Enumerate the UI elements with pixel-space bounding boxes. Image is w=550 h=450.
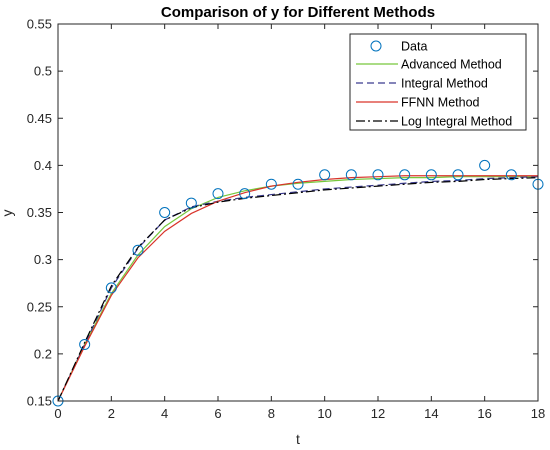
legend-label-integral-method: Integral Method <box>401 77 488 91</box>
y-tick-label: 0.4 <box>34 158 52 173</box>
x-tick-label: 4 <box>161 406 168 421</box>
data-point <box>292 178 304 190</box>
x-tick-label: 14 <box>424 406 438 421</box>
y-tick-label: 0.2 <box>34 346 52 361</box>
y-tick-label: 0.5 <box>34 64 52 79</box>
data-point <box>345 169 357 181</box>
legend: Data Advanced Method Integral Method FFNN M… <box>349 33 527 131</box>
data-point <box>105 282 117 294</box>
data-point <box>212 188 224 200</box>
data-point <box>452 169 464 181</box>
x-tick-label: 8 <box>268 406 275 421</box>
y-tick-label: 0.25 <box>27 299 52 314</box>
x-tick-label: 18 <box>531 406 545 421</box>
legend-label-advanced-method: Advanced Method <box>401 58 502 72</box>
series-line-log-integral-method <box>58 177 538 401</box>
y-tick-label: 0.55 <box>27 17 52 32</box>
data-point <box>372 169 384 181</box>
data-point <box>239 188 251 200</box>
legend-label-ffnn-method: FFNN Method <box>401 96 480 110</box>
data-point <box>319 169 331 181</box>
x-axis-label: t <box>296 431 300 447</box>
x-axis: 0 2 4 6 8 10 12 14 16 18 <box>54 24 545 421</box>
data-point <box>265 178 277 190</box>
data-point <box>425 169 437 181</box>
x-tick-label: 2 <box>108 406 115 421</box>
data-point <box>79 338 91 350</box>
x-tick-label: 12 <box>371 406 385 421</box>
y-tick-label: 0.45 <box>27 111 52 126</box>
x-tick-label: 6 <box>214 406 221 421</box>
data-point <box>132 244 144 256</box>
y-tick-label: 0.35 <box>27 205 52 220</box>
series-line-integral-method <box>58 176 538 401</box>
legend-label-log-integral-method: Log Integral Method <box>401 115 512 129</box>
x-tick-label: 10 <box>317 406 331 421</box>
data-point <box>399 169 411 181</box>
data-point <box>185 197 197 209</box>
data-point <box>505 169 517 181</box>
x-tick-label: 0 <box>54 406 61 421</box>
x-tick-label: 16 <box>477 406 491 421</box>
y-tick-label: 0.15 <box>27 394 52 409</box>
y-axis-label: y <box>0 210 15 217</box>
y-axis: 0.15 0.2 0.25 0.3 0.35 0.4 0.45 0.5 0.55 <box>27 17 538 409</box>
data-point <box>479 159 491 171</box>
y-tick-label: 0.3 <box>34 252 52 267</box>
legend-marker-data <box>370 40 382 52</box>
data-point <box>159 207 171 218</box>
chart-title: Comparison of y for Different Methods <box>161 4 435 21</box>
series-line-ffnn-method <box>58 175 538 401</box>
plot-data-layer <box>52 159 544 407</box>
legend-label-data: Data <box>401 40 427 54</box>
